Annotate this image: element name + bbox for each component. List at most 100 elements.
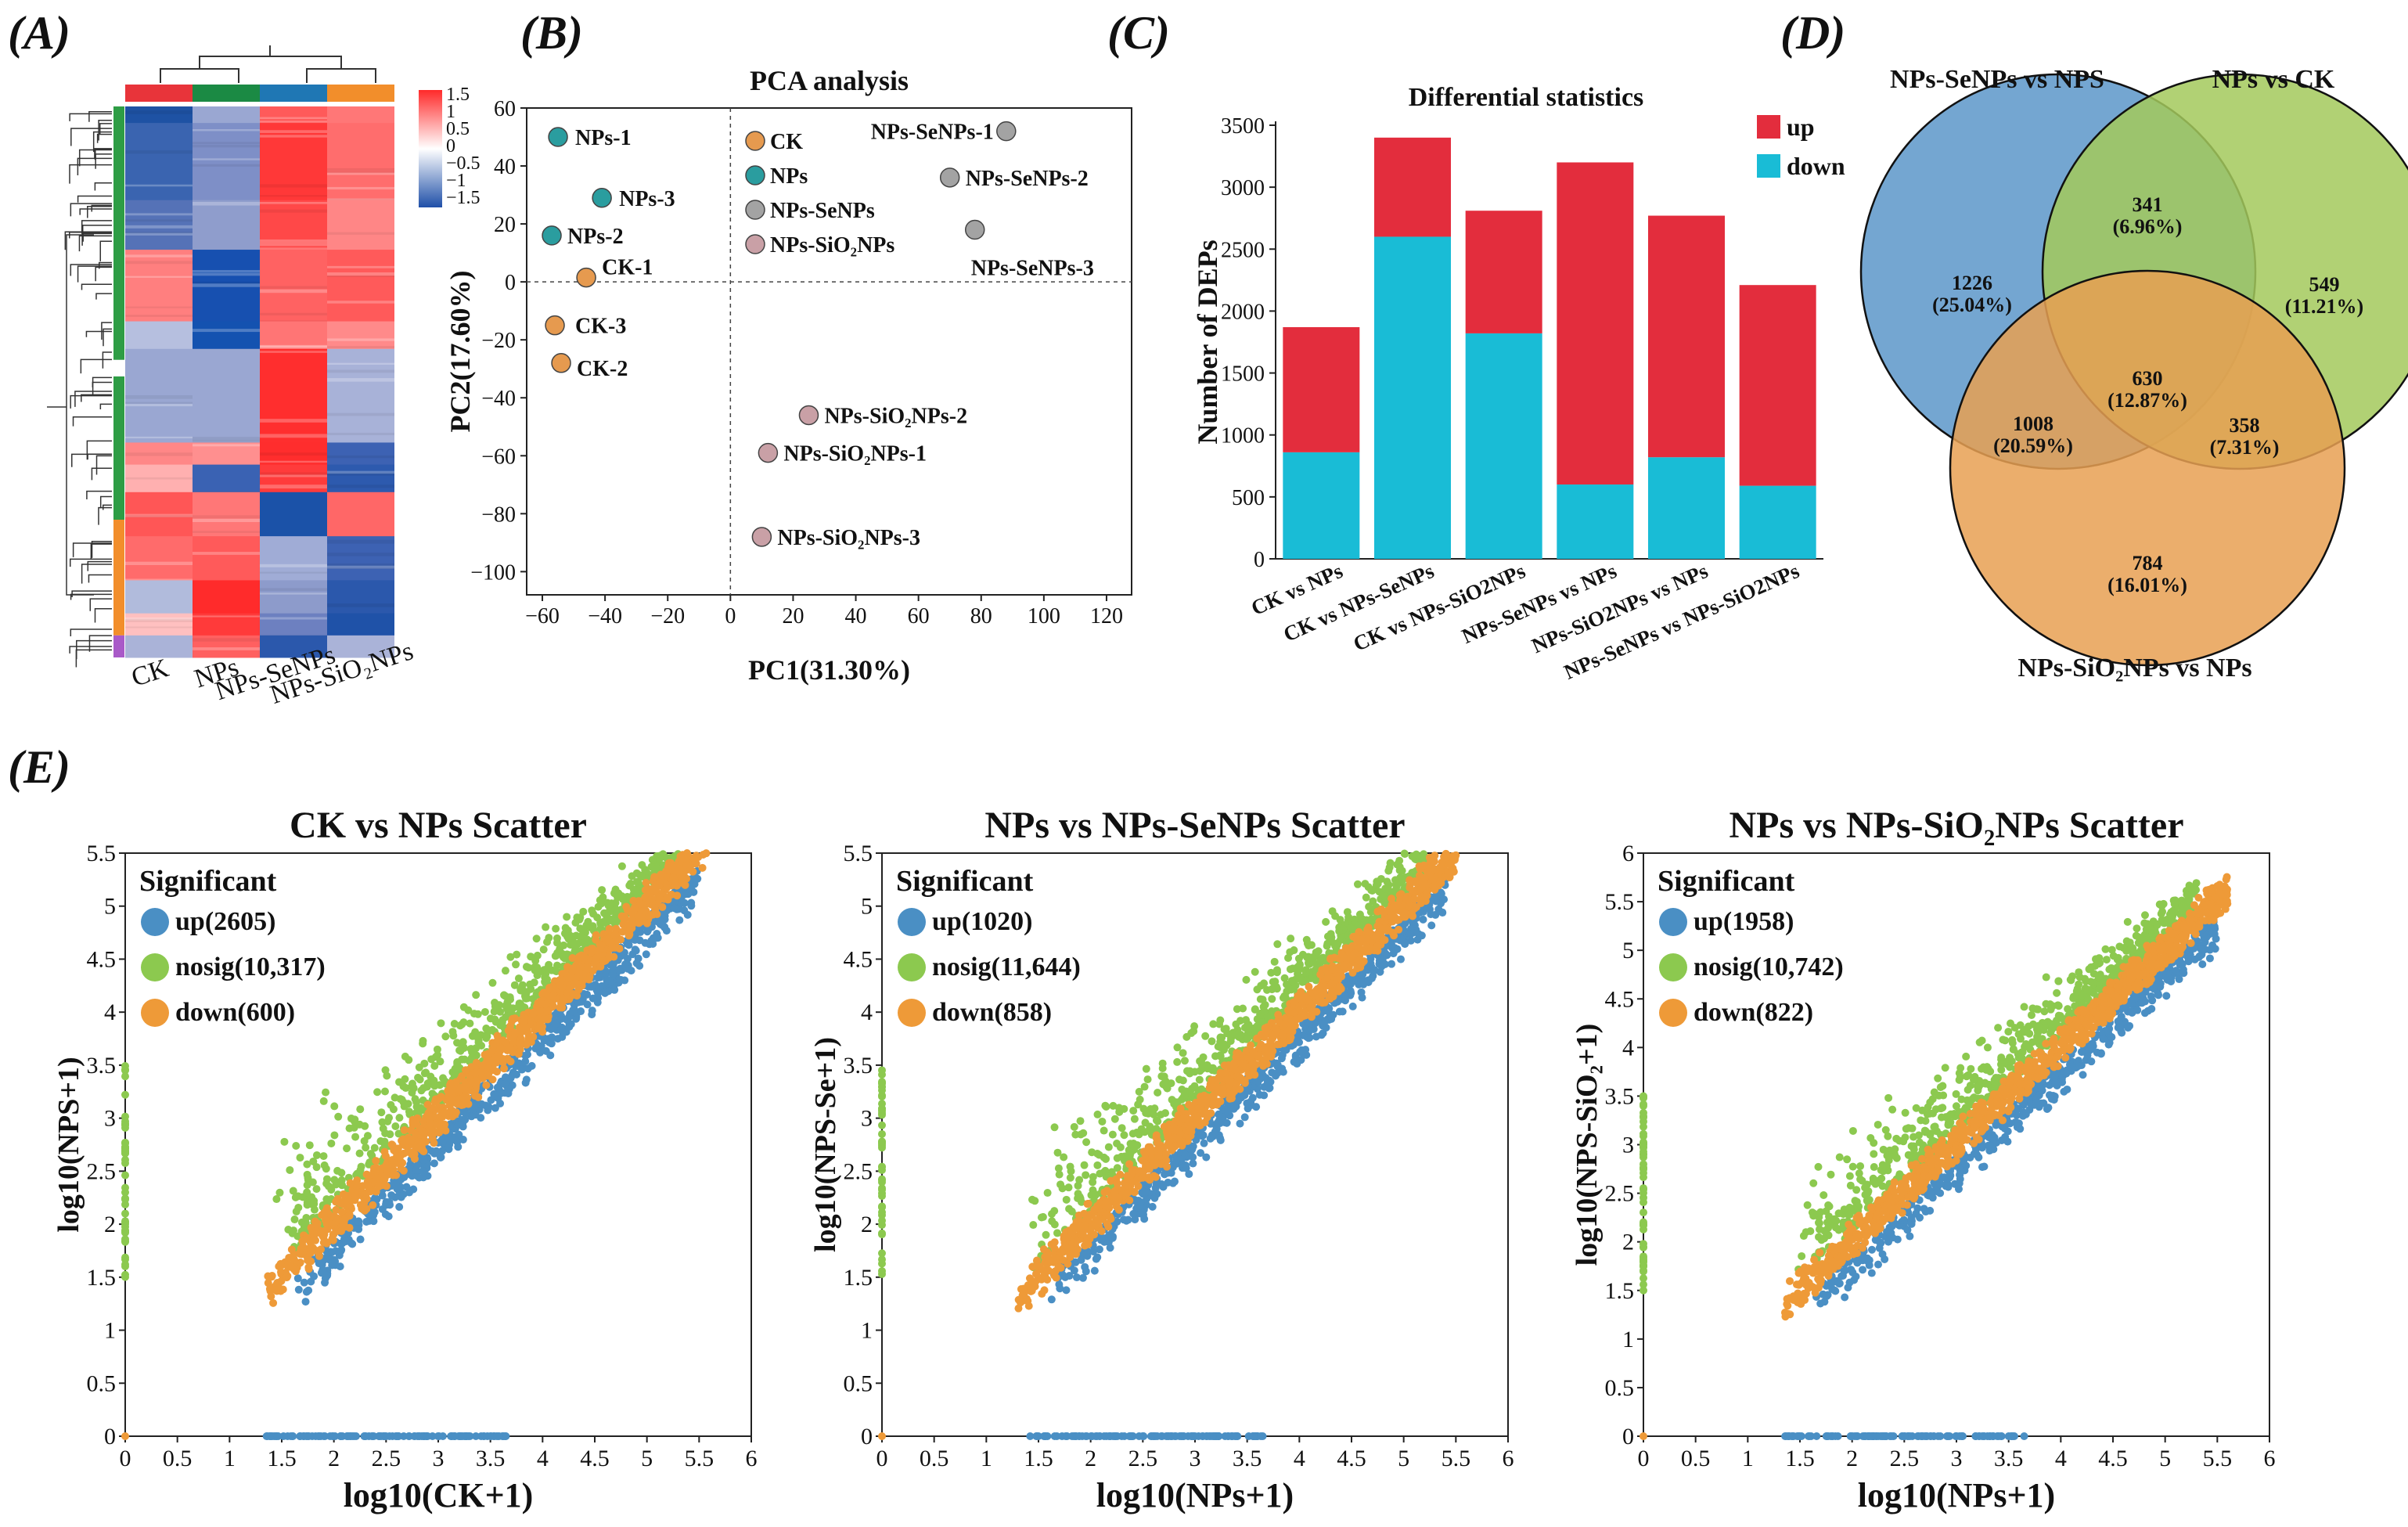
heatmap-cell bbox=[327, 348, 394, 443]
scatter-point bbox=[280, 1137, 289, 1146]
heatmap-stripe bbox=[260, 247, 327, 251]
scatter-point bbox=[121, 1171, 129, 1179]
scatter-xtick-label: 5.5 bbox=[685, 1446, 714, 1471]
scatter-point bbox=[1042, 1230, 1050, 1239]
scatter-point bbox=[492, 1003, 501, 1012]
pca-legend-label: NPs-SeNPs bbox=[770, 199, 875, 223]
scatter-ytick-label: 1.5 bbox=[87, 1265, 117, 1291]
pca-ytick-label: 0 bbox=[505, 271, 516, 295]
dendrogram-branch bbox=[87, 560, 112, 571]
scatter-point bbox=[1181, 1151, 1190, 1159]
heatmap-cell bbox=[193, 321, 260, 350]
scatter-point bbox=[327, 1139, 336, 1147]
heatmap-cell bbox=[193, 442, 260, 466]
heatmap-stripe bbox=[193, 142, 260, 145]
scatter-point bbox=[1158, 1064, 1167, 1072]
scatter-point bbox=[1118, 1124, 1126, 1133]
scatter-point bbox=[1055, 1170, 1064, 1179]
scatter-point bbox=[356, 1235, 365, 1244]
scatter-point bbox=[1358, 993, 1366, 1002]
pca-point bbox=[545, 315, 565, 336]
scatter-point bbox=[409, 1185, 418, 1194]
scatter-point bbox=[419, 1156, 428, 1165]
dendrogram-branch bbox=[81, 220, 112, 234]
scatter-point bbox=[1277, 1054, 1286, 1063]
heatmap-stripe bbox=[193, 272, 260, 276]
scatter-xtick-label: 4.5 bbox=[580, 1446, 610, 1471]
scatter-point bbox=[1093, 1161, 1102, 1169]
scatter-point bbox=[533, 963, 542, 972]
scatter-point bbox=[614, 889, 623, 898]
scatter-point bbox=[323, 1219, 332, 1227]
scatter-point bbox=[681, 881, 689, 889]
dendrogram-branch bbox=[88, 574, 112, 583]
heatmap-cell bbox=[260, 250, 327, 322]
scatter-point bbox=[597, 941, 606, 949]
scatter-point bbox=[408, 1082, 416, 1091]
scatter-point bbox=[392, 1158, 401, 1167]
scatter-point bbox=[1066, 1173, 1074, 1182]
scatter-point bbox=[577, 931, 585, 940]
scatter-xlabel: log10(CK+1) bbox=[344, 1476, 534, 1514]
scatter-point bbox=[460, 1108, 469, 1117]
dendrogram-branch bbox=[70, 264, 112, 276]
scatter-point bbox=[619, 913, 628, 921]
bar-segment-up bbox=[1283, 327, 1360, 452]
scatter-legend-label: nosig(10,317) bbox=[175, 953, 326, 981]
scatter-point bbox=[346, 1179, 355, 1187]
heatmap-cell bbox=[260, 580, 327, 614]
scatter-point bbox=[395, 1114, 404, 1122]
scatter-point bbox=[1414, 930, 1423, 938]
heatmap-stripe bbox=[327, 539, 394, 544]
scatter-point bbox=[1323, 939, 1332, 948]
pca-xtick-label: 60 bbox=[908, 604, 930, 628]
heatmap-stripe bbox=[327, 186, 394, 190]
scatter-point bbox=[482, 1081, 491, 1089]
scatter-ytick-label: 4.5 bbox=[844, 946, 873, 972]
scatter-point bbox=[1199, 1063, 1208, 1071]
scatter-point bbox=[392, 1171, 401, 1179]
scatter-point bbox=[305, 1141, 314, 1150]
scatter-point bbox=[497, 1089, 506, 1097]
scatter-point bbox=[1350, 915, 1359, 924]
bar-segment-down bbox=[1557, 484, 1634, 559]
dendrogram-branch bbox=[95, 266, 112, 282]
pca-point bbox=[758, 442, 779, 463]
scatter-xtick-label: 2.5 bbox=[1128, 1446, 1158, 1471]
scatter-point bbox=[433, 1096, 441, 1104]
heatmap-stripe bbox=[327, 232, 394, 235]
heatmap-stripe bbox=[260, 195, 327, 197]
dendrogram-branch bbox=[94, 182, 112, 191]
scatter-legend-label: down(600) bbox=[175, 998, 295, 1027]
scatter-point bbox=[548, 1033, 556, 1042]
sample-color-1 bbox=[193, 85, 260, 102]
scatter-point bbox=[1142, 1064, 1150, 1073]
scatter-point bbox=[639, 906, 648, 914]
dendrogram-branch bbox=[90, 543, 112, 560]
heatmap-stripe bbox=[125, 394, 193, 399]
heatmap-stripe bbox=[125, 219, 193, 222]
scatter-point bbox=[1312, 1032, 1320, 1041]
scatter-point bbox=[673, 891, 682, 900]
heatmap-stripe bbox=[125, 618, 193, 622]
scatter-point bbox=[1255, 1090, 1264, 1099]
scatter-point bbox=[1159, 1183, 1168, 1191]
scatter-point bbox=[599, 893, 607, 902]
dendrogram-branch bbox=[92, 381, 112, 387]
scatter-point bbox=[1295, 961, 1304, 970]
scatter-point bbox=[469, 1079, 477, 1087]
scatter-point bbox=[319, 1152, 328, 1161]
venn-region-percent: (6.96%) bbox=[2113, 215, 2183, 238]
heatmap-stripe bbox=[327, 455, 394, 459]
scatter-point bbox=[1242, 1016, 1251, 1025]
venn-region-count: 1226 bbox=[1952, 272, 1992, 294]
bar-legend-label: down bbox=[1787, 152, 1845, 180]
scatter-point bbox=[520, 1017, 528, 1025]
scatter-point bbox=[672, 881, 681, 890]
scatter-point bbox=[1215, 1116, 1223, 1125]
heatmap-stripe bbox=[193, 440, 260, 444]
scatter-point bbox=[1224, 1107, 1233, 1116]
scatter-point bbox=[668, 861, 677, 870]
scatter-point bbox=[623, 940, 632, 949]
scatter-point bbox=[386, 1130, 394, 1139]
